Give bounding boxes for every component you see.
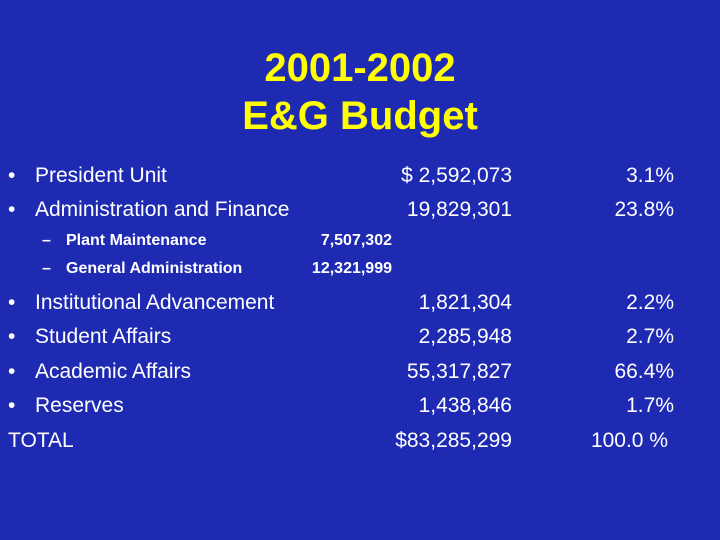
- row-percent: 23.8%: [614, 198, 674, 221]
- bullet-icon: •: [8, 291, 16, 314]
- row-label: Reserves: [35, 394, 124, 417]
- title-line-2: E&G Budget: [242, 94, 478, 138]
- row-amount: 2,285,948: [418, 325, 512, 348]
- total-amount: $83,285,299: [395, 429, 512, 452]
- row-amount: 1,438,846: [418, 394, 512, 417]
- row-percent: 1.7%: [626, 394, 674, 417]
- title-line-1: 2001-2002: [264, 46, 456, 90]
- subrow-label: General Administration: [66, 260, 243, 277]
- dash-icon: –: [42, 260, 51, 277]
- bullet-icon: •: [8, 360, 16, 383]
- row-percent: 2.2%: [626, 291, 674, 314]
- bullet-icon: •: [8, 164, 16, 187]
- row-amount: $ 2,592,073: [401, 164, 512, 187]
- row-amount: 19,829,301: [406, 198, 512, 221]
- row-label: Student Affairs: [35, 325, 172, 348]
- row-label: Academic Affairs: [35, 360, 192, 383]
- row-percent: 66.4%: [614, 360, 674, 383]
- bullet-icon: •: [8, 394, 16, 417]
- total-percent: 100.0 %: [590, 429, 668, 452]
- row-percent: 3.1%: [626, 164, 674, 187]
- row-label: Institutional Advancement: [35, 291, 275, 314]
- subrow-label: Plant Maintenance: [66, 232, 207, 249]
- total-label: TOTAL: [8, 429, 74, 452]
- row-label: Administration and Finance: [35, 198, 290, 221]
- row-amount: 55,317,827: [406, 360, 512, 383]
- bullet-icon: •: [8, 198, 16, 221]
- subrow-amount: 7,507,302: [320, 232, 392, 249]
- row-label: President Unit: [35, 164, 167, 187]
- row-amount: 1,821,304: [418, 291, 512, 314]
- dash-icon: –: [42, 232, 51, 249]
- bullet-icon: •: [8, 325, 16, 348]
- row-percent: 2.7%: [626, 325, 674, 348]
- slide-title: 2001-2002 E&G Budget: [0, 44, 720, 140]
- subrow-amount: 12,321,999: [311, 260, 392, 277]
